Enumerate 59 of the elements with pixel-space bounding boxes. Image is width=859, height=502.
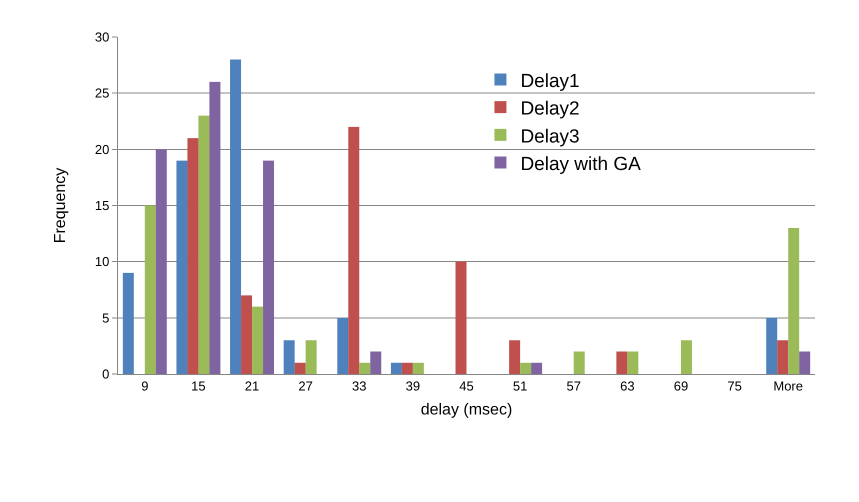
x-tick-label: 51 bbox=[512, 378, 528, 394]
y-tick-label: 15 bbox=[94, 198, 110, 214]
x-tick-label: 45 bbox=[459, 378, 474, 394]
bar bbox=[531, 362, 542, 374]
legend-label: Delay2 bbox=[520, 98, 580, 120]
bar bbox=[348, 126, 360, 374]
bar bbox=[680, 340, 692, 374]
y-tick-label: 30 bbox=[94, 30, 110, 45]
bar bbox=[777, 340, 788, 374]
bar bbox=[616, 352, 628, 374]
bar bbox=[144, 206, 156, 374]
bar bbox=[306, 340, 317, 374]
bar bbox=[198, 116, 210, 374]
bar bbox=[337, 318, 348, 374]
bar bbox=[509, 340, 520, 374]
legend-label: Delay3 bbox=[520, 126, 580, 148]
x-tick-label: 9 bbox=[141, 378, 148, 394]
bar bbox=[390, 362, 402, 374]
bar bbox=[187, 138, 198, 374]
bar bbox=[359, 362, 370, 374]
legend-label: Delay1 bbox=[520, 70, 580, 92]
bar bbox=[766, 318, 778, 374]
x-tick-label: 15 bbox=[191, 378, 206, 394]
x-tick-label: 21 bbox=[244, 378, 260, 394]
y-tick-label: 20 bbox=[94, 142, 110, 157]
bar bbox=[263, 160, 274, 374]
x-tick-label: 75 bbox=[727, 378, 742, 394]
bar bbox=[176, 160, 188, 374]
bar bbox=[402, 362, 413, 374]
bar bbox=[520, 362, 532, 374]
y-tick-label: 0 bbox=[102, 366, 110, 382]
x-tick-label: 39 bbox=[406, 378, 420, 394]
y-tick-label: 25 bbox=[94, 86, 110, 101]
bar bbox=[156, 149, 167, 374]
bar bbox=[412, 362, 424, 374]
bar bbox=[799, 352, 810, 374]
x-tick-label: 69 bbox=[674, 378, 688, 394]
bar bbox=[788, 228, 800, 374]
bar bbox=[574, 352, 585, 374]
x-axis-title: delay (msec) bbox=[420, 401, 512, 418]
bar bbox=[456, 262, 466, 374]
bar bbox=[370, 352, 382, 374]
y-axis-title: Frequency bbox=[52, 168, 69, 244]
bar bbox=[627, 352, 638, 374]
x-tick-label: 63 bbox=[620, 378, 635, 394]
bar bbox=[284, 340, 295, 374]
legend-label: Delay with GA bbox=[520, 154, 642, 175]
x-tick-label: 33 bbox=[352, 378, 367, 394]
bar bbox=[209, 82, 220, 374]
y-tick-label: 10 bbox=[94, 254, 110, 270]
x-tick-label: 27 bbox=[298, 378, 313, 394]
bar bbox=[241, 295, 252, 374]
bar bbox=[294, 362, 306, 374]
bar bbox=[122, 272, 134, 374]
y-tick-label: 5 bbox=[102, 310, 110, 326]
x-tick-label: 57 bbox=[566, 378, 581, 394]
x-tick-label: More bbox=[773, 378, 804, 394]
bar bbox=[252, 306, 264, 374]
bar bbox=[230, 59, 242, 374]
